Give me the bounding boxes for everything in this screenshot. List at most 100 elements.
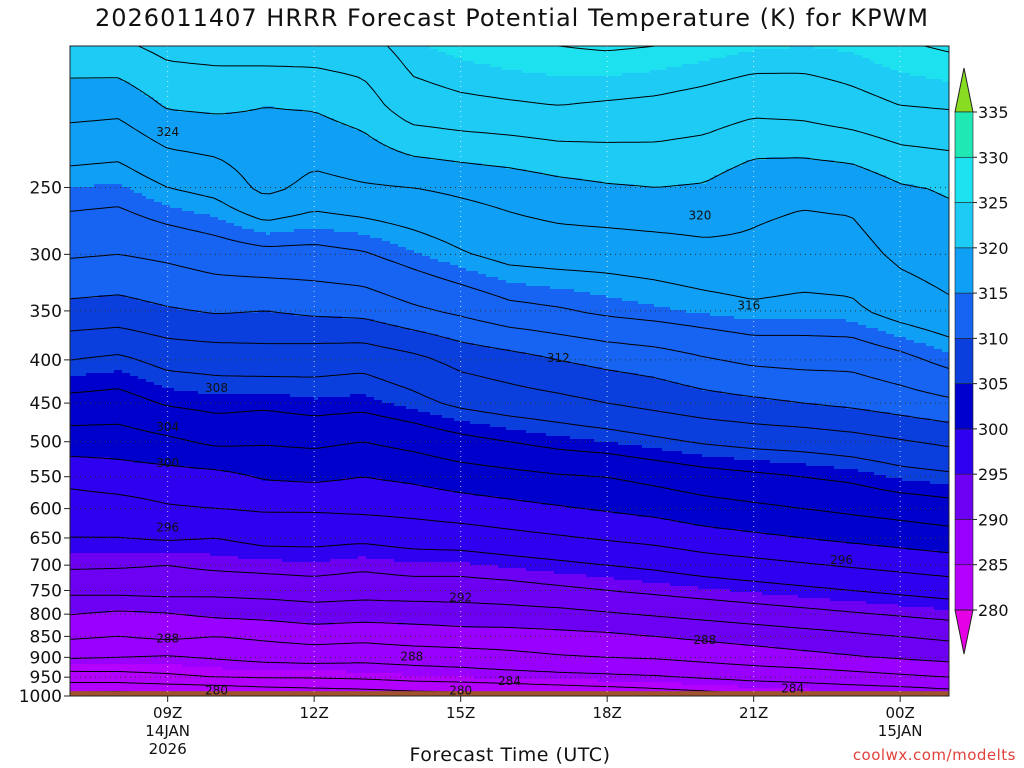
theta-cell: [94, 205, 99, 209]
theta-cell: [94, 658, 99, 662]
theta-cell: [78, 52, 83, 56]
theta-cell: [94, 583, 99, 587]
theta-cell: [102, 472, 107, 476]
theta-cell: [82, 130, 87, 134]
theta-cell: [86, 346, 91, 350]
theta-cell: [98, 682, 103, 686]
theta-cell: [74, 361, 79, 365]
theta-cell: [94, 88, 99, 92]
theta-cell: [74, 652, 79, 656]
theta-cell: [94, 427, 99, 431]
theta-cell: [86, 490, 91, 494]
theta-cell: [74, 667, 79, 671]
theta-cell: [82, 679, 87, 683]
theta-cell: [102, 112, 107, 116]
theta-cell: [82, 100, 87, 104]
theta-cell: [98, 163, 103, 167]
theta-cell: [102, 364, 107, 368]
theta-cell: [98, 97, 103, 101]
theta-cell: [86, 529, 91, 533]
theta-cell: [102, 667, 107, 671]
theta-cell: [74, 178, 79, 182]
theta-cell: [102, 124, 107, 128]
theta-cell: [78, 355, 83, 359]
theta-cell: [98, 157, 103, 161]
theta-cell: [90, 439, 95, 443]
theta-cell: [70, 634, 75, 638]
theta-cell: [94, 367, 99, 371]
theta-cell: [70, 310, 75, 314]
theta-cell: [82, 505, 87, 509]
theta-cell: [70, 610, 75, 614]
theta-cell: [86, 598, 91, 602]
theta-cell: [74, 439, 79, 443]
theta-cell: [94, 52, 99, 56]
theta-cell: [70, 460, 75, 464]
theta-cell: [78, 514, 83, 518]
theta-cell: [94, 244, 99, 248]
theta-cell: [82, 235, 87, 239]
theta-cell: [94, 127, 99, 131]
theta-cell: [98, 106, 103, 110]
theta-cell: [82, 652, 87, 656]
theta-cell: [90, 667, 95, 671]
theta-cell: [102, 688, 107, 692]
theta-cell: [74, 235, 79, 239]
theta-cell: [90, 598, 95, 602]
theta-cell: [98, 352, 103, 356]
theta-cell: [70, 490, 75, 494]
theta-cell: [78, 121, 83, 125]
theta-cell: [78, 49, 83, 53]
theta-cell: [70, 250, 75, 254]
theta-cell: [98, 487, 103, 491]
theta-cell: [86, 403, 91, 407]
theta-cell: [82, 439, 87, 443]
theta-cell: [86, 139, 91, 143]
theta-cell: [74, 541, 79, 545]
theta-cell: [86, 145, 91, 149]
chart-title: 2026011407 HRRR Forecast Potential Tempe…: [0, 4, 1024, 32]
theta-cell: [94, 373, 99, 377]
theta-cell: [94, 199, 99, 203]
theta-cell: [98, 673, 103, 677]
theta-cell: [98, 277, 103, 281]
theta-cell: [106, 97, 111, 101]
theta-cell: [86, 136, 91, 140]
theta-cell: [94, 634, 99, 638]
theta-cell: [70, 673, 75, 677]
theta-cell: [78, 166, 83, 170]
theta-cell: [70, 208, 75, 212]
theta-cell: [70, 175, 75, 179]
theta-cell: [74, 619, 79, 623]
theta-cell: [86, 610, 91, 614]
theta-cell: [74, 253, 79, 257]
theta-cell: [94, 568, 99, 572]
theta-cell: [78, 58, 83, 62]
theta-cell: [86, 154, 91, 158]
theta-cell: [74, 343, 79, 347]
theta-cell: [94, 313, 99, 317]
theta-cell: [74, 229, 79, 233]
theta-cell: [86, 349, 91, 353]
theta-cell: [90, 73, 95, 77]
theta-cell: [98, 418, 103, 422]
theta-cell: [98, 625, 103, 629]
theta-cell: [94, 55, 99, 59]
theta-cell: [86, 502, 91, 506]
theta-cell: [102, 676, 107, 680]
theta-cell: [82, 172, 87, 176]
theta-cell: [70, 430, 75, 434]
theta-cell: [102, 127, 107, 131]
theta-cell: [74, 505, 79, 509]
theta-cell: [102, 223, 107, 227]
theta-cell: [98, 166, 103, 170]
theta-cell: [70, 115, 75, 119]
theta-cell: [94, 448, 99, 452]
theta-cell: [90, 655, 95, 659]
theta-cell: [102, 172, 107, 176]
theta-cell: [102, 619, 107, 623]
theta-cell: [90, 622, 95, 626]
theta-cell: [94, 439, 99, 443]
theta-cell: [86, 376, 91, 380]
theta-cell: [70, 127, 75, 131]
